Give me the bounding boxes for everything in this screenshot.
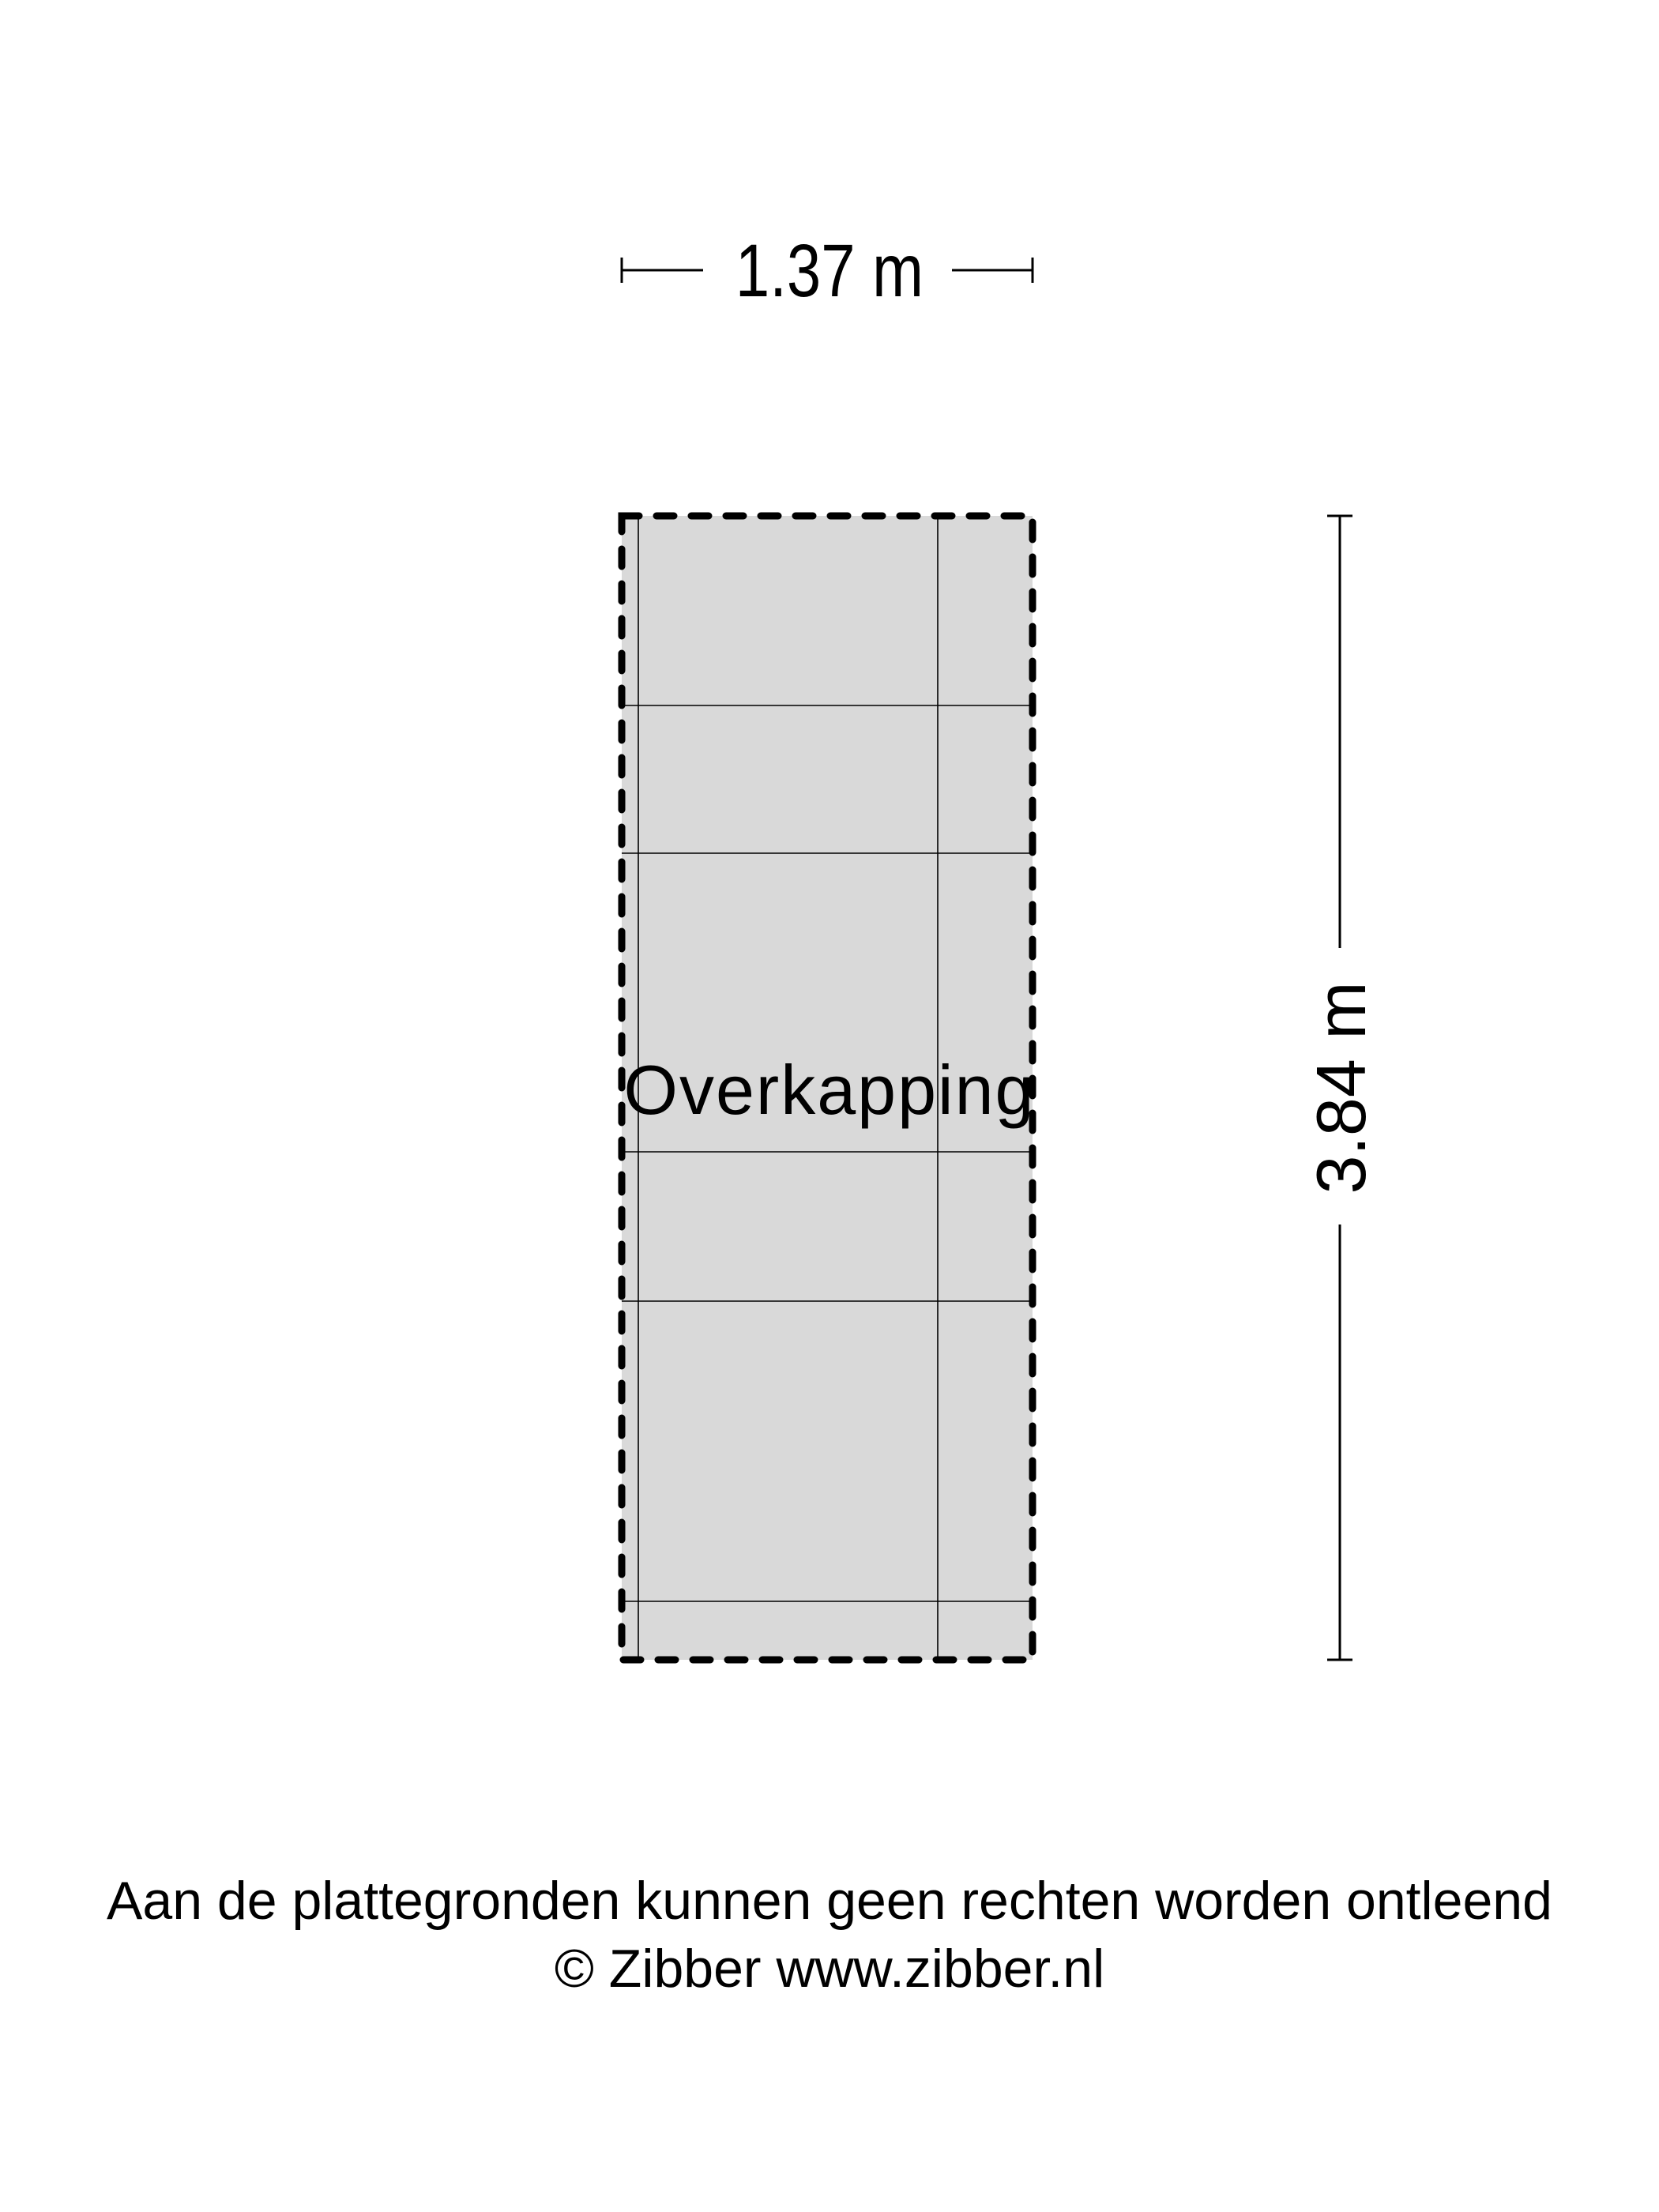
width-label: 1.37 m	[735, 229, 924, 313]
length-dimension	[1327, 514, 1352, 1661]
length-label: 3.84 m	[1302, 981, 1380, 1194]
room-label: Overkapping	[624, 1051, 1036, 1129]
room-outline-dashed	[618, 512, 1036, 1664]
width-dimension	[620, 258, 1034, 283]
copyright-text: © Zibber www.zibber.nl	[554, 1939, 1105, 1999]
disclaimer-text: Aan de plattegronden kunnen geen rechten…	[107, 1871, 1552, 1931]
roof-grid-lines	[622, 516, 1033, 1660]
room-overkapping	[622, 516, 1033, 1660]
